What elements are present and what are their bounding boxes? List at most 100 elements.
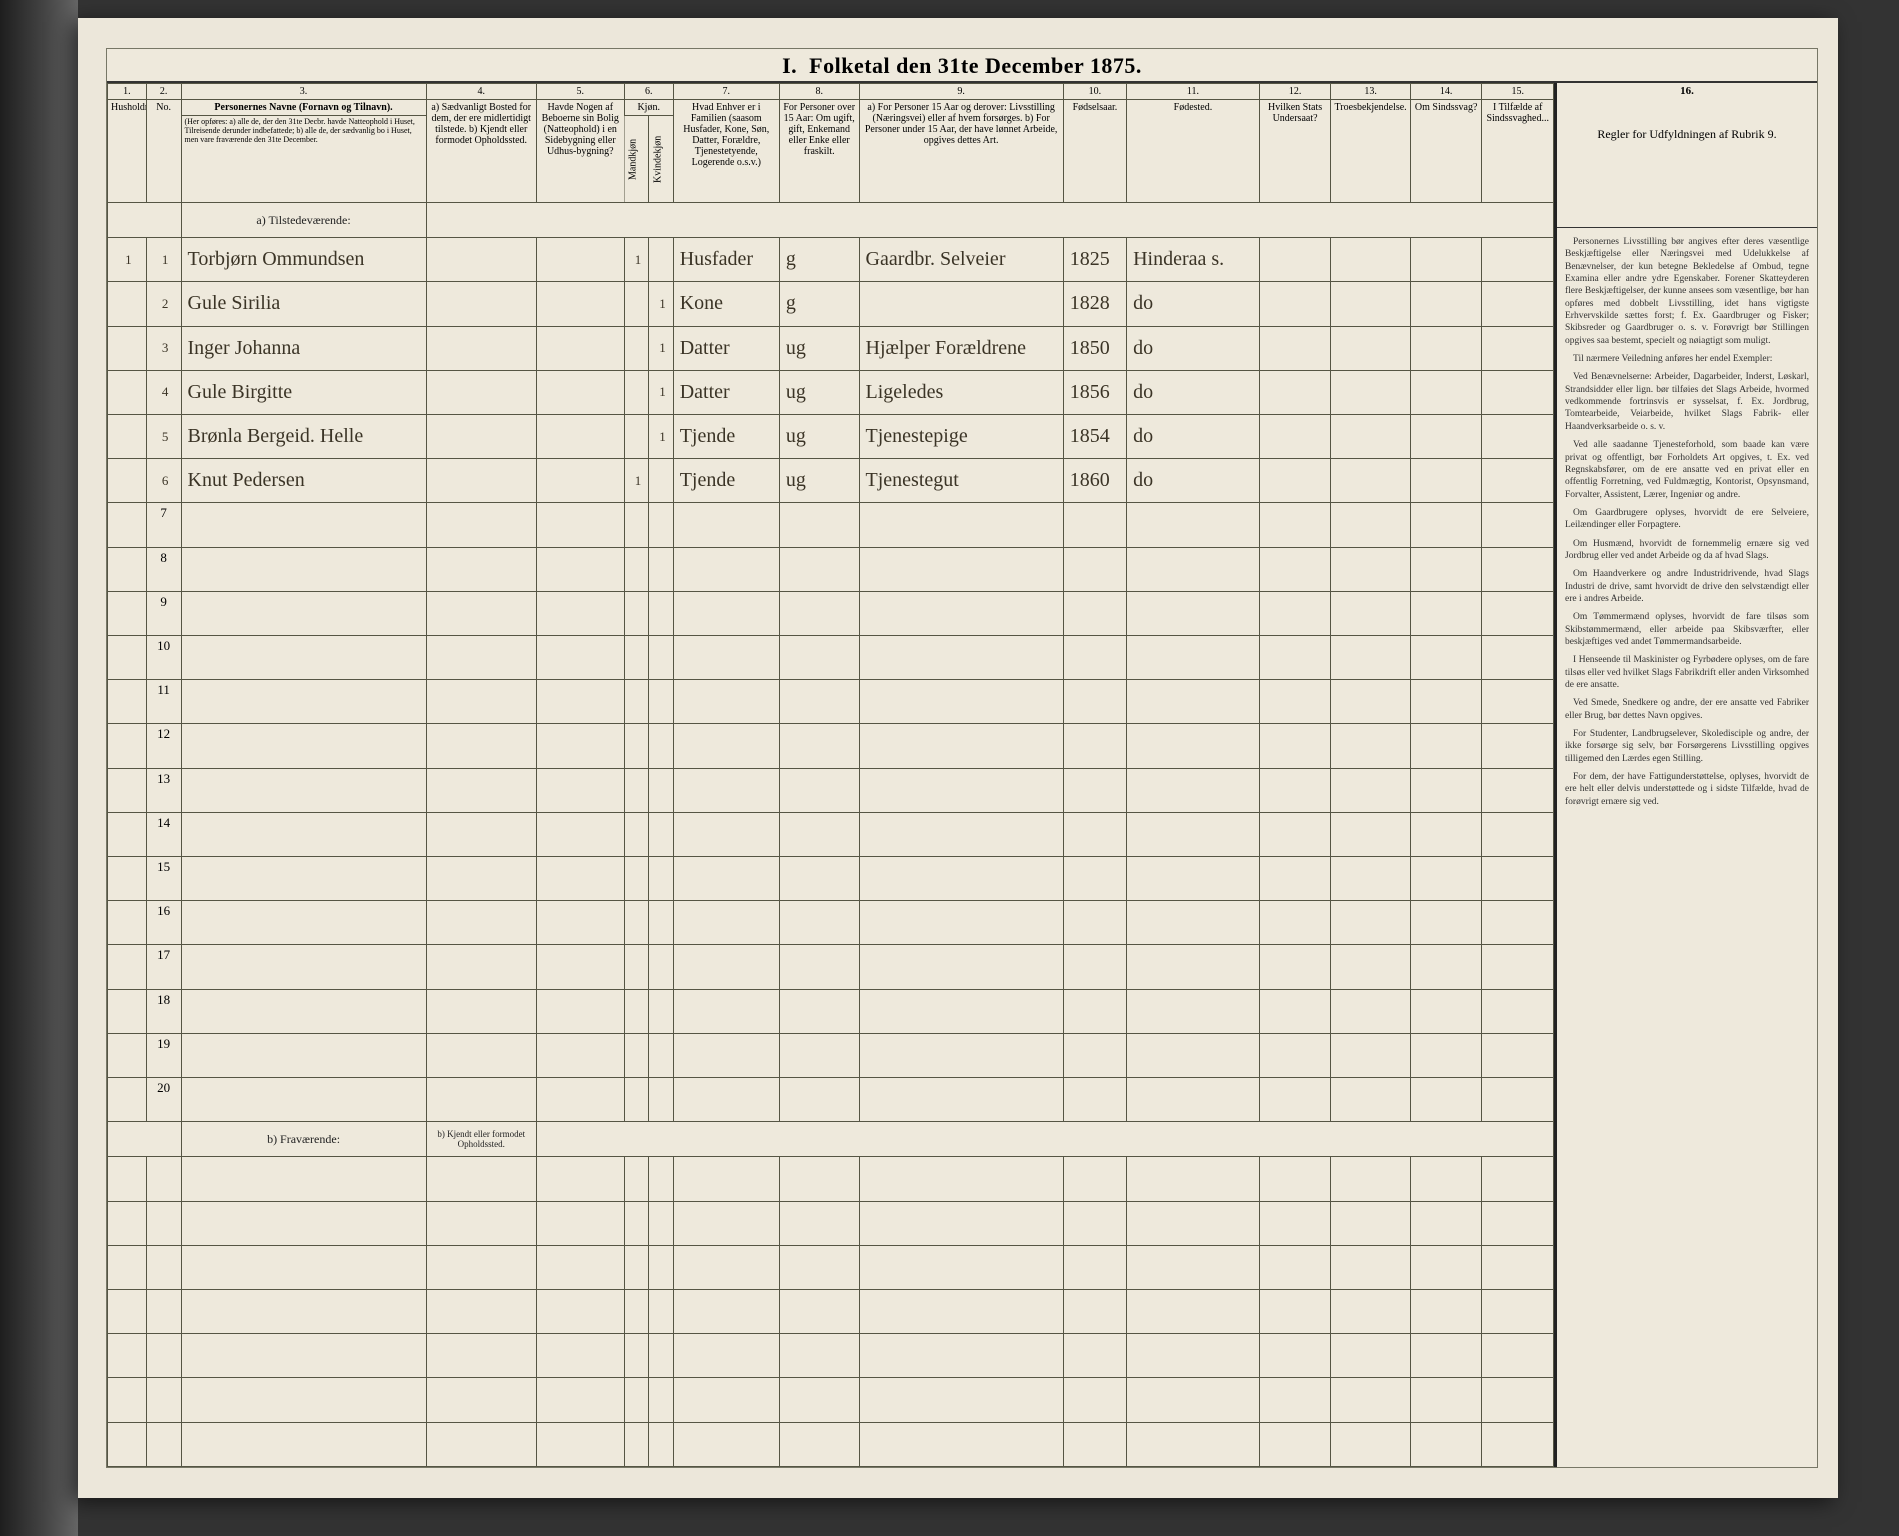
empty-cell xyxy=(181,1422,426,1466)
empty-cell xyxy=(146,1422,181,1466)
h7: Hvad Enhver er i Familien (saasom Husfad… xyxy=(673,100,779,203)
empty-cell xyxy=(673,1157,779,1201)
cell-c14 xyxy=(1410,282,1481,326)
empty-cell xyxy=(1127,1289,1260,1333)
empty-cell xyxy=(1331,1289,1411,1333)
empty-cell xyxy=(426,724,536,768)
empty-cell xyxy=(624,547,649,591)
cell-male xyxy=(624,326,649,370)
cell-c12 xyxy=(1259,459,1330,503)
empty-cell xyxy=(536,989,624,1033)
h2: No. xyxy=(146,100,181,203)
empty-cell xyxy=(1063,945,1126,989)
empty-cell xyxy=(1331,945,1411,989)
empty-cell xyxy=(181,1157,426,1201)
cell-person-no: 16 xyxy=(146,901,181,945)
cell-hh xyxy=(108,326,147,370)
cell-c4 xyxy=(426,459,536,503)
empty-cell xyxy=(1259,591,1330,635)
cell-family: Datter xyxy=(673,326,779,370)
empty-cell xyxy=(1063,680,1126,724)
rules-header: 16. Regler for Udfyldningen af Rubrik 9. xyxy=(1557,83,1817,228)
empty-cell xyxy=(426,1334,536,1378)
empty-cell xyxy=(108,1422,147,1466)
empty-cell xyxy=(673,812,779,856)
cell-c12 xyxy=(1259,370,1330,414)
empty-cell xyxy=(1259,812,1330,856)
empty-row xyxy=(108,1245,1554,1289)
empty-cell xyxy=(1259,945,1330,989)
empty-cell xyxy=(426,591,536,635)
empty-cell xyxy=(1331,547,1411,591)
empty-cell xyxy=(859,1078,1063,1122)
empty-cell xyxy=(624,1289,649,1333)
empty-cell xyxy=(1482,768,1554,812)
empty-cell xyxy=(673,1422,779,1466)
empty-cell xyxy=(1063,547,1126,591)
cell-civil: ug xyxy=(779,459,859,503)
empty-cell xyxy=(673,856,779,900)
empty-cell xyxy=(1127,1378,1260,1422)
cell-hh xyxy=(108,635,147,679)
h8: For Personer over 15 Aar: Om ugift, gift… xyxy=(779,100,859,203)
colnum-14: 14. xyxy=(1410,84,1481,100)
empty-cell xyxy=(536,768,624,812)
rules-body: Personernes Livsstilling bør angives eft… xyxy=(1557,228,1817,1467)
empty-cell xyxy=(426,856,536,900)
empty-cell xyxy=(1410,724,1481,768)
colnum-8: 8. xyxy=(779,84,859,100)
empty-cell xyxy=(1482,1334,1554,1378)
h3: Personernes Navne (Fornavn og Tilnavn). xyxy=(181,100,426,116)
cell-occupation: Ligeledes xyxy=(859,370,1063,414)
empty-row: 20 xyxy=(108,1078,1554,1122)
cell-hh xyxy=(108,945,147,989)
empty-cell xyxy=(1331,680,1411,724)
empty-cell xyxy=(536,635,624,679)
empty-cell xyxy=(624,768,649,812)
empty-cell xyxy=(673,547,779,591)
h15: I Tilfælde af Sindssvaghed... xyxy=(1482,100,1554,203)
empty-cell xyxy=(1331,1201,1411,1245)
empty-cell xyxy=(1482,945,1554,989)
empty-cell xyxy=(1259,1378,1330,1422)
cell-c14 xyxy=(1410,238,1481,282)
cell-family: Tjende xyxy=(673,414,779,458)
empty-cell xyxy=(1331,856,1411,900)
rules-column: 16. Regler for Udfyldningen af Rubrik 9.… xyxy=(1557,83,1817,1467)
rules-p6: Om Husmænd, hvorvidt de fornemmelig ernæ… xyxy=(1565,538,1809,563)
empty-cell xyxy=(181,1078,426,1122)
cell-person-no: 1 xyxy=(146,238,181,282)
cell-person-no: 19 xyxy=(146,1033,181,1077)
empty-row: 11 xyxy=(108,680,1554,724)
empty-cell xyxy=(536,1033,624,1077)
cell-year: 1856 xyxy=(1063,370,1126,414)
census-table: 1. 2. 3. 4. 5. 6. 7. 8. 9. 10. 11. xyxy=(107,83,1554,1467)
empty-cell xyxy=(426,680,536,724)
empty-row: 19 xyxy=(108,1033,1554,1077)
cell-hh xyxy=(108,724,147,768)
empty-cell xyxy=(779,680,859,724)
colnum-2: 2. xyxy=(146,84,181,100)
empty-cell xyxy=(1482,680,1554,724)
empty-cell xyxy=(1410,503,1481,547)
empty-cell xyxy=(624,1078,649,1122)
empty-cell xyxy=(181,1378,426,1422)
cell-person-no: 11 xyxy=(146,680,181,724)
empty-cell xyxy=(1259,1157,1330,1201)
content-grid: 1. 2. 3. 4. 5. 6. 7. 8. 9. 10. 11. xyxy=(107,81,1817,1467)
empty-cell xyxy=(1410,1201,1481,1245)
colnum-13: 13. xyxy=(1331,84,1411,100)
empty-cell xyxy=(181,1289,426,1333)
empty-cell xyxy=(426,812,536,856)
empty-cell xyxy=(1482,1422,1554,1466)
empty-cell xyxy=(624,1157,649,1201)
empty-cell xyxy=(1482,503,1554,547)
cell-c13 xyxy=(1331,459,1411,503)
cell-c12 xyxy=(1259,326,1330,370)
cell-hh xyxy=(108,989,147,1033)
empty-cell xyxy=(1063,1157,1126,1201)
cell-c5 xyxy=(536,238,624,282)
empty-cell xyxy=(779,856,859,900)
empty-cell xyxy=(426,901,536,945)
empty-cell xyxy=(673,1289,779,1333)
